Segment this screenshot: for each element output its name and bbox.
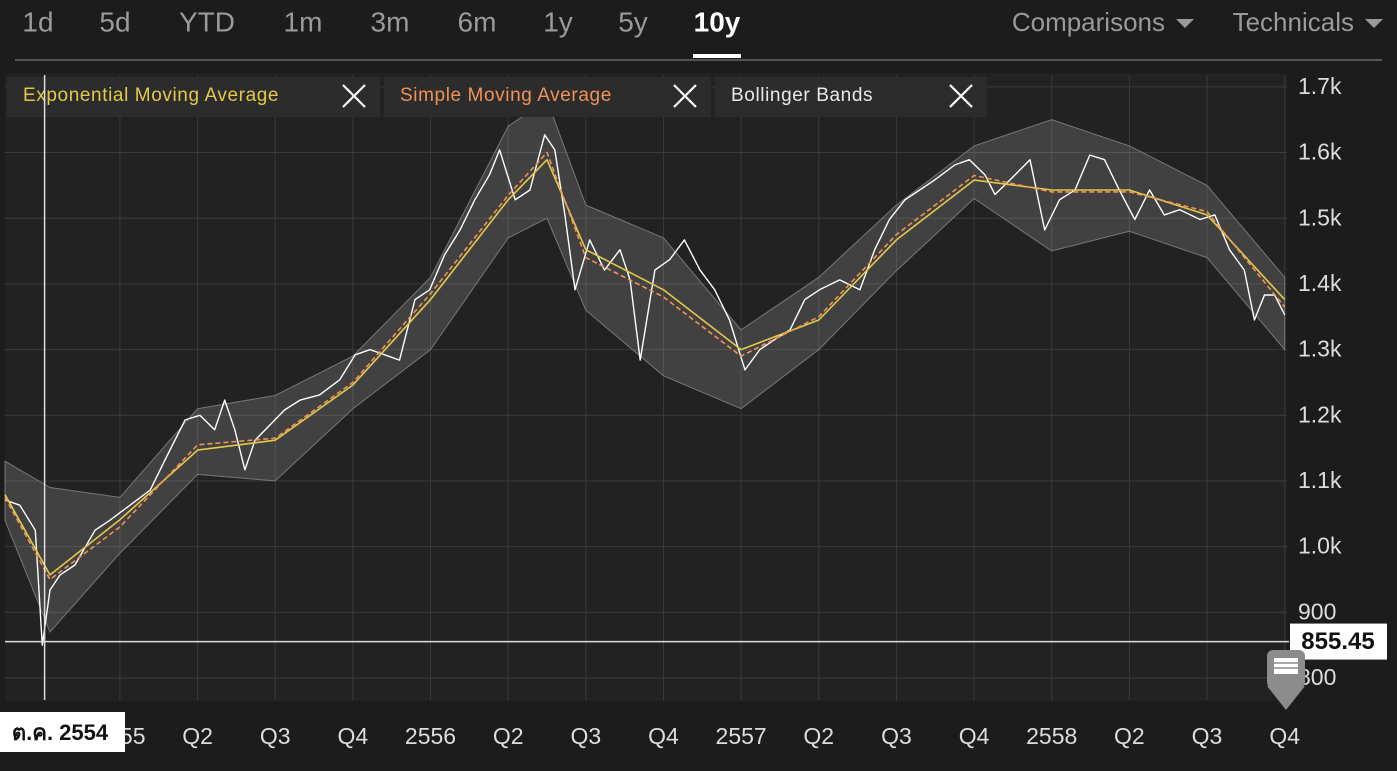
y-tick-label: 900 [1298,598,1336,624]
crosshair-price: 855.45 [1301,628,1374,655]
crosshair-date: ต.ค. 2554 [12,720,109,745]
x-tick-label: Q4 [338,723,369,749]
range-tab[interactable]: YTD [179,6,235,37]
scroll-handle[interactable] [1267,650,1305,710]
dropdown-menu[interactable]: Technicals [1233,7,1354,37]
x-tick-label: Q2 [493,723,524,749]
range-tab[interactable]: 5d [99,6,130,37]
crosshair-date-box [0,712,125,752]
x-tick-label: Q2 [1114,723,1145,749]
handle-tip [1267,686,1305,710]
dropdown-arrow[interactable] [1176,19,1194,28]
range-tab[interactable]: 1m [284,6,323,37]
x-tick-label: Q3 [260,723,291,749]
band [4,99,1286,633]
y-tick-label: 1.2k [1298,401,1342,427]
y-tick-label: 1.7k [1298,73,1342,99]
x-tick-label: 2556 [405,723,456,749]
x-tick-label: Q2 [182,723,213,749]
y-tick-label: 1.0k [1298,533,1342,559]
range-tab[interactable]: 1d [22,6,53,37]
range-tab[interactable]: 6m [458,6,497,37]
x-tick-label: 2558 [1026,723,1077,749]
x-tick-label: Q3 [1192,723,1223,749]
indicator-chip[interactable] [384,77,711,117]
range-tab[interactable]: 1y [543,6,573,37]
indicator-chip[interactable] [7,77,380,117]
remove-indicator[interactable] [949,84,973,108]
range-tab[interactable]: 3m [371,6,410,37]
remove-indicator[interactable] [673,84,697,108]
ui: 1d 5d YTD 1m 3m 6m 1y 5y 10y Comparisons Technical… [0,6,1387,752]
indicator-line [4,151,1286,581]
plot-area [5,73,1287,701]
remove-indicator[interactable] [342,84,366,108]
indicator-name: Exponential Moving Average [23,85,279,106]
y-tick-label: 1.1k [1298,467,1342,493]
dropdown-menu[interactable]: Comparisons [1012,7,1165,37]
range-tab[interactable]: 5y [618,6,648,37]
marks [4,99,1286,646]
range-tab[interactable]: 10y [694,6,741,37]
indicator-name: Bollinger Bands [731,85,873,106]
x-tick-label: Q3 [570,723,601,749]
x-tick-label: 2557 [716,723,767,749]
indicator-line [4,158,1286,576]
y-tick-label: 1.5k [1298,204,1342,230]
y-tick-label: 1.6k [1298,139,1342,165]
x-tick-label: Q3 [881,723,912,749]
y-tick-label: 1.4k [1298,270,1342,296]
x-tick-label: Q4 [959,723,990,749]
active-tab-underline [693,54,741,58]
x-tick-label: Q4 [648,723,679,749]
grid [5,75,1287,700]
handle-icon [1274,658,1298,674]
y-tick-label: 1.3k [1298,336,1342,362]
crosshair-price-box [1290,623,1387,660]
indicator-chip[interactable] [715,77,987,117]
x-tick-label: Q2 [803,723,834,749]
indicator-name: Simple Moving Average [400,85,612,106]
dropdown-arrow[interactable] [1365,19,1383,28]
x-tick-label: Q4 [1269,723,1300,749]
